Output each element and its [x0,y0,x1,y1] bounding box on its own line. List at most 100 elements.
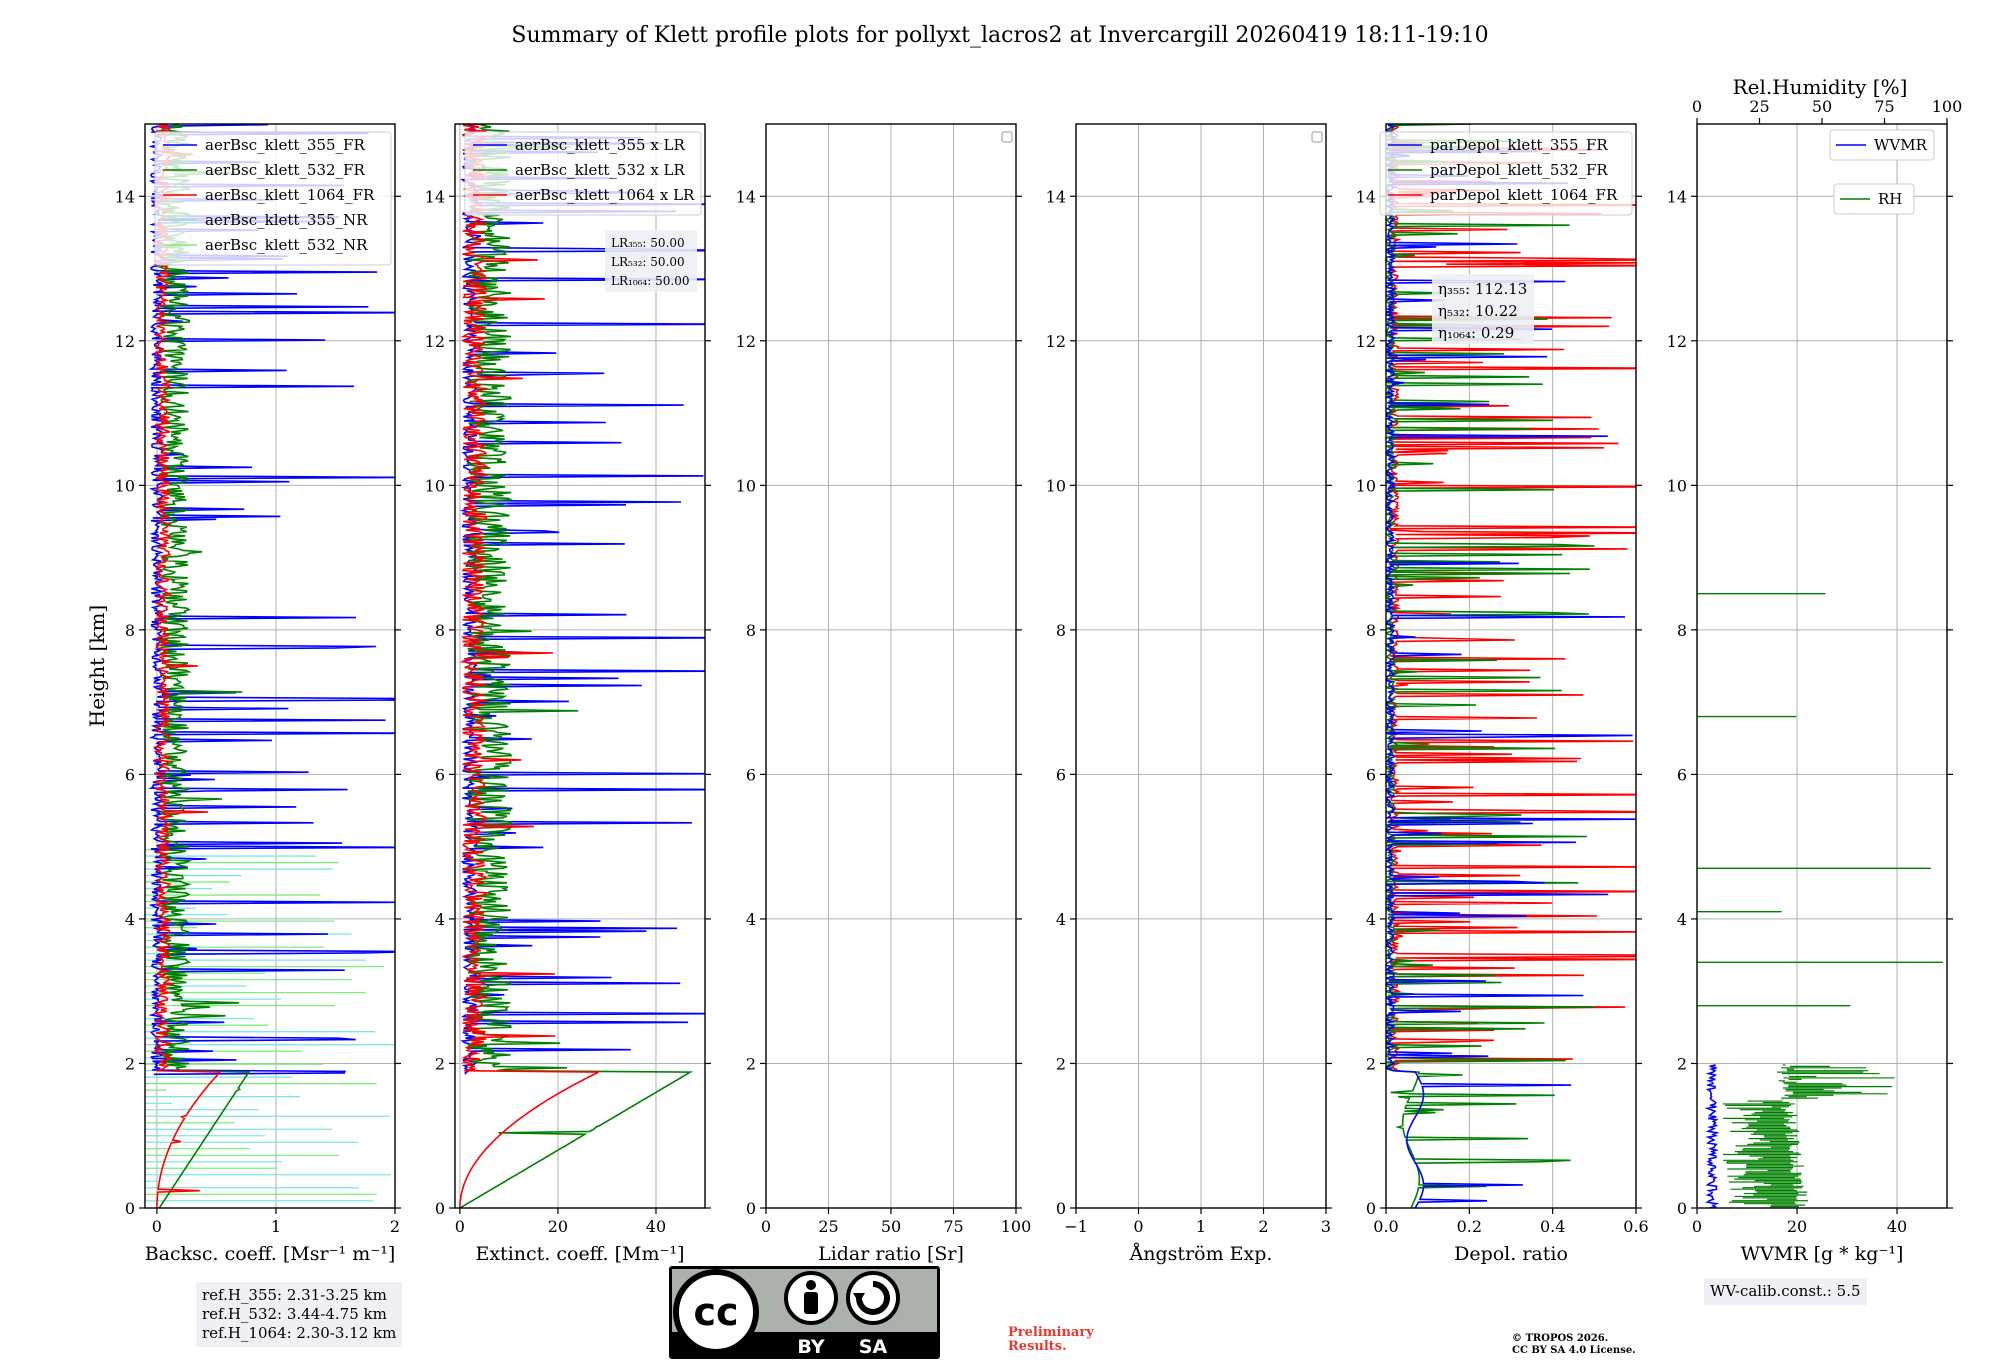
profile-532-ext [459,124,694,1208]
y-tick-label: 6 [435,765,445,784]
x-tick-label: 25 [818,1217,838,1236]
x-tick-label: 0 [761,1217,771,1236]
profile-1064-depol [1387,124,1636,1072]
annotation-line: η₅₃₂: 10.22 [1438,302,1518,320]
profile-1064-fr [153,124,222,1208]
x-tick-label: 40 [1887,1217,1907,1236]
reference-heights-box: ref.H_355: 2.31-3.25 km ref.H_532: 3.44-… [196,1282,403,1347]
y-tick-label: 8 [125,621,135,640]
cc-text: cc [693,1290,738,1334]
legend-wvmr: WVMR [1829,129,1935,161]
y-tick-label: 12 [736,332,756,351]
annotation-line: LR₃₅₅: 50.00 [611,236,685,250]
x-tick-label: 0 [455,1217,465,1236]
y-tick-label: 14 [736,187,756,206]
legend-label: aerBsc_klett_355 x LR [515,136,686,154]
refh-1064: ref.H_1064: 2.30-3.12 km [202,1324,397,1342]
y-tick-label: 0 [1677,1199,1687,1218]
y-tick-label: 6 [1677,765,1687,784]
annotation-line: η₁₀₆₄: 0.29 [1438,324,1514,342]
y-tick-label: 10 [1356,476,1376,495]
legend-label: parDepol_klett_1064_FR [1430,186,1618,204]
x-axis-label: Backsc. coeff. [Msr⁻¹ m⁻¹] [145,1243,396,1265]
x-axis-label: Depol. ratio [1454,1243,1568,1265]
y-tick-label: 2 [125,1054,135,1073]
sa-text: SA [859,1336,888,1358]
x-tick-label: 0.0 [1373,1217,1398,1236]
panel-extinction: 0 20 40 0 2 4 6 8 10 12 14 Extinct. coeff. [Mm⁻¹] ae… [425,123,711,1265]
profile-532-fr [157,124,251,1208]
y-tick-label: 4 [125,910,135,929]
figure-title: Summary of Klett profile plots for polly… [511,23,1488,48]
lidar-ratio-annotation: LR₃₅₅: 50.00 LR₅₃₂: 50.00 LR₁₀₆₄: 50.00 [605,230,697,292]
top-x-tick-label: 25 [1749,97,1769,116]
y-tick-label: 8 [1677,621,1687,640]
x-tick-label: 100 [1001,1217,1032,1236]
y-tick-label: 14 [1046,187,1066,206]
panel-lidar-ratio: 0 25 50 75 100 0 2 4 6 8 10 12 14 Lidar ratio [Sr] [736,123,1032,1265]
annotation-line: η₃₅₅: 112.13 [1438,280,1527,298]
x-tick-label: 0 [1133,1217,1143,1236]
y-tick-label: 10 [1667,476,1687,495]
y-tick-label: 12 [115,332,135,351]
profile-355-ext [459,124,705,1075]
panels: 0 1 2 0 2 4 6 8 10 12 14 Backsc. coeff. [Msr⁻¹ m⁻¹]… [85,97,1962,1265]
x-tick-label: 0 [152,1217,162,1236]
legend-label: aerBsc_klett_532_NR [205,236,368,254]
preliminary-line-2: Results. [1008,1339,1067,1354]
x-tick-label: 0.4 [1540,1217,1565,1236]
y-tick-label: 12 [1356,332,1376,351]
axes-frame [1075,123,1327,1209]
y-tick-label: 14 [1356,187,1376,206]
y-tick-label: 0 [125,1199,135,1218]
copyright-note: © TROPOS 2026. CC BY SA 4.0 License. [1512,1333,1636,1357]
copyright-line-1: © TROPOS 2026. [1512,1333,1609,1344]
y-tick-label: 12 [1667,332,1687,351]
legend-label: aerBsc_klett_532 x LR [515,161,686,179]
x-tick-label: 3 [1321,1217,1331,1236]
y-axis-label: Height [km] [85,605,109,727]
refh-532: ref.H_532: 3.44-4.75 km [202,1305,387,1323]
legend-label: parDepol_klett_532_FR [1430,161,1608,179]
y-tick-label: 4 [1677,910,1687,929]
x-tick-label: 2 [390,1217,400,1236]
y-tick-label: 14 [1667,187,1687,206]
y-tick-label: 2 [746,1054,756,1073]
preliminary-line-1: Preliminary [1008,1325,1094,1340]
y-tick-label: 6 [1366,765,1376,784]
x-tick-label: 20 [1787,1217,1807,1236]
y-tick-label: 0 [1056,1199,1066,1218]
empty-legend [1001,131,1013,143]
legend-label: parDepol_klett_355_FR [1430,136,1608,154]
refh-355: ref.H_355: 2.31-3.25 km [202,1286,387,1304]
legend-label: aerBsc_klett_1064_FR [205,186,375,204]
legend-label: aerBsc_klett_532_FR [205,161,365,179]
y-tick-label: 10 [736,476,756,495]
wv-calib-box: WV-calib.const.: 5.5 [1704,1278,1867,1305]
axes-frame [144,123,396,1209]
legend-label: aerBsc_klett_1064 x LR [515,186,695,204]
x-tick-label: 0.6 [1623,1217,1648,1236]
profile-1064-ext [459,124,599,1208]
copyright-line-2: CC BY SA 4.0 License. [1512,1345,1636,1356]
y-tick-label: 6 [125,765,135,784]
svg-text:RH: RH [1878,190,1902,208]
profile-355-depol [1386,124,1636,1208]
y-tick-label: 4 [435,910,445,929]
wvmr-profile [1704,1064,1720,1208]
y-tick-label: 8 [746,621,756,640]
x-tick-label: 2 [1258,1217,1268,1236]
x-tick-label: 0 [1692,1217,1702,1236]
y-tick-label: 0 [435,1199,445,1218]
top-x-tick-label: 75 [1874,97,1894,116]
axes-frame [765,123,1017,1209]
legend-label: aerBsc_klett_355_FR [205,136,365,154]
y-tick-label: 10 [1046,476,1066,495]
rh-axis-title: Rel.Humidity [%] [1733,75,1908,99]
y-tick-label: 6 [746,765,756,784]
x-tick-label: 0.2 [1457,1217,1482,1236]
x-tick-label: 20 [548,1217,568,1236]
